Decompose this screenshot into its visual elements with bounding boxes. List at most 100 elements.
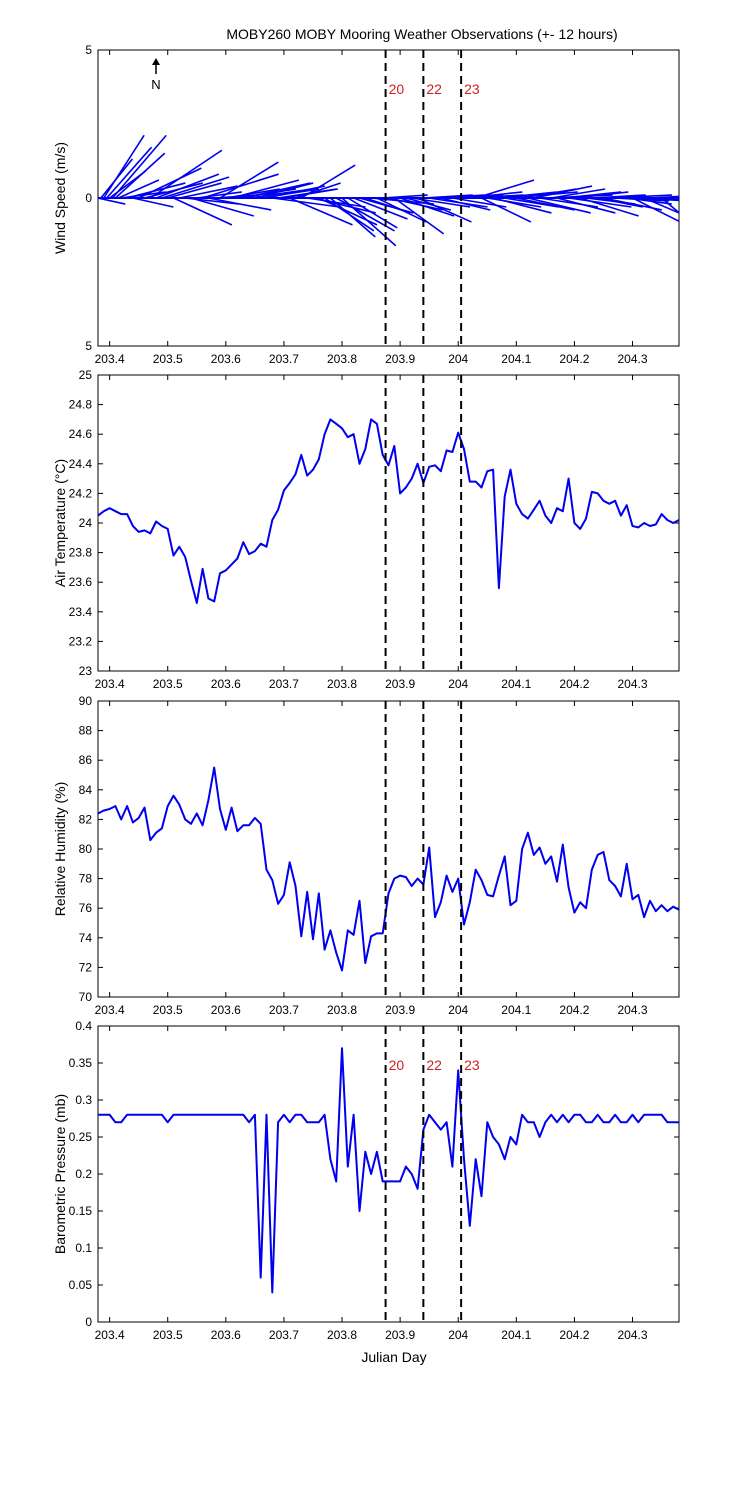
x-tick-label: 203.7	[269, 352, 299, 366]
data-point	[654, 523, 657, 526]
data-point	[230, 806, 233, 809]
data-point	[591, 491, 593, 493]
y-tick-label: 24.6	[69, 427, 93, 441]
series-line	[98, 418, 679, 604]
data-point	[190, 823, 192, 825]
data-point	[230, 1114, 233, 1116]
data-point	[283, 489, 285, 492]
x-tick-label: 203.8	[327, 677, 357, 691]
data-point	[335, 951, 338, 954]
data-point	[625, 504, 628, 507]
data-point	[666, 1121, 669, 1123]
data-point	[114, 510, 117, 512]
data-point	[672, 905, 674, 908]
data-point	[678, 908, 679, 911]
x-tick-label: 204.2	[559, 677, 589, 691]
data-point	[242, 541, 245, 544]
data-point	[416, 1188, 419, 1190]
data-point	[445, 449, 448, 452]
data-point	[596, 1114, 599, 1116]
data-point	[103, 510, 105, 512]
data-point	[155, 520, 157, 523]
y-tick-label: 76	[79, 901, 93, 915]
data-point	[445, 1121, 448, 1123]
data-point	[341, 1047, 343, 1049]
data-point	[201, 824, 204, 827]
wind-vector	[376, 197, 427, 223]
x-tick-label: 203.9	[385, 677, 415, 691]
wind-vector	[567, 197, 632, 208]
data-point	[457, 431, 460, 434]
data-point	[428, 846, 430, 849]
wind-vector	[155, 173, 220, 199]
data-point	[213, 1114, 215, 1116]
data-point	[434, 1121, 436, 1123]
y-tick-label: 5	[85, 339, 92, 353]
wind-vector	[172, 197, 233, 226]
data-point	[608, 502, 611, 505]
data-point	[434, 916, 436, 918]
data-point	[602, 1121, 605, 1123]
x-tick-label: 204.3	[618, 1003, 648, 1017]
y-tick-label: 23	[79, 664, 93, 678]
data-point	[155, 831, 157, 834]
data-point	[288, 482, 291, 484]
data-point	[451, 451, 454, 453]
y-tick-label: 0.15	[69, 1204, 93, 1218]
x-tick-label: 204.2	[559, 1328, 589, 1342]
data-point	[201, 568, 204, 570]
data-point	[207, 799, 210, 801]
y-tick-label: 24.8	[69, 398, 93, 412]
y-tick-label: 90	[79, 694, 93, 708]
data-point	[410, 1173, 413, 1175]
data-point	[166, 528, 169, 530]
data-point	[515, 1143, 518, 1146]
x-tick-label: 204.3	[618, 352, 648, 366]
data-point	[103, 809, 105, 812]
data-point	[498, 874, 500, 877]
data-point	[259, 1276, 262, 1279]
data-point	[562, 843, 564, 846]
wind-vector	[643, 197, 679, 214]
data-point	[480, 879, 483, 881]
data-point	[503, 1158, 506, 1160]
data-point	[317, 892, 320, 895]
y-tick-label: 25	[79, 368, 93, 382]
data-point	[306, 1121, 308, 1123]
data-point	[126, 805, 128, 807]
wind-vector	[480, 197, 532, 223]
wind-vector	[515, 197, 575, 211]
data-point	[323, 948, 326, 951]
data-point	[219, 572, 221, 575]
data-point	[277, 902, 279, 905]
data-point	[294, 473, 297, 475]
data-point	[225, 569, 227, 572]
data-point	[207, 597, 210, 600]
data-point	[271, 879, 274, 881]
data-point	[562, 1114, 564, 1116]
data-point	[591, 868, 593, 871]
data-point	[585, 517, 587, 520]
data-point	[300, 935, 303, 938]
data-point	[335, 423, 338, 425]
data-point	[184, 556, 186, 558]
wind-vector	[591, 194, 646, 199]
y-tick-label: 70	[79, 990, 93, 1004]
data-point	[219, 808, 221, 810]
data-point	[103, 1114, 105, 1116]
x-tick-label: 203.4	[95, 1328, 125, 1342]
x-tick-label: 203.5	[153, 352, 183, 366]
data-point	[672, 1121, 674, 1123]
data-point	[666, 910, 669, 912]
wind-vector	[242, 182, 311, 199]
data-point	[532, 854, 535, 856]
data-point	[195, 812, 198, 815]
data-point	[631, 898, 634, 901]
data-point	[573, 911, 576, 914]
x-tick-label: 203.4	[95, 677, 125, 691]
data-point	[654, 1114, 657, 1116]
data-point	[567, 886, 570, 889]
x-tick-label: 203.9	[385, 1003, 415, 1017]
data-point	[556, 880, 558, 883]
x-tick-label: 203.7	[269, 1003, 299, 1017]
